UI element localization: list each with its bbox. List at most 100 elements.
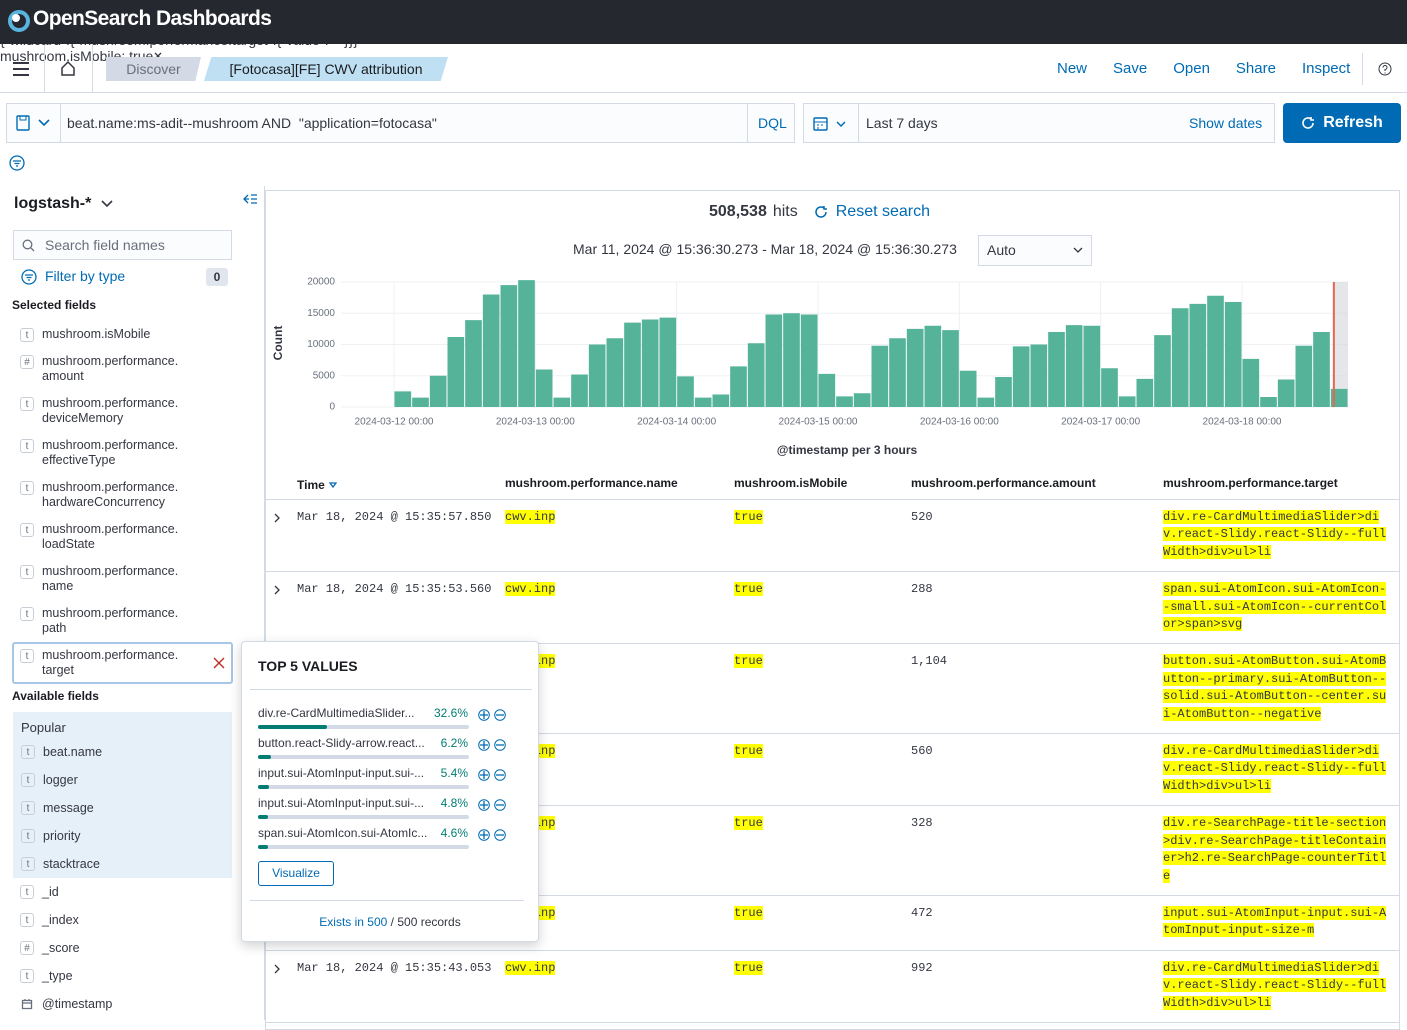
field-item[interactable]: t mushroom.performance. loadState	[12, 516, 233, 558]
include-value-button[interactable]	[478, 739, 490, 751]
filter-by-type[interactable]: Filter by type	[45, 268, 126, 284]
name-cell: cwv.inp	[505, 960, 734, 1012]
quick-menu-button[interactable]	[813, 116, 849, 132]
filter-menu-button[interactable]	[9, 155, 25, 171]
chevron	[101, 200, 113, 208]
popover-title: TOP 5 VALUES	[258, 658, 358, 674]
field-item[interactable]: t mushroom.performance. hardwareConcurrenc…	[12, 474, 233, 516]
include-value-button[interactable]	[478, 799, 490, 811]
include-value-button[interactable]	[478, 829, 490, 841]
field-item[interactable]: @timestamp	[12, 990, 233, 1018]
bar	[641, 319, 659, 407]
mobile-cell: true	[734, 653, 911, 723]
query-input[interactable]: beat.name:ms-adit--mushroom AND "applica…	[67, 115, 437, 131]
x-tick-label: 2024-03-15 00:00	[779, 417, 858, 428]
bar	[1012, 346, 1030, 407]
nav-action[interactable]: Share	[1235, 60, 1276, 77]
show-dates[interactable]: Show dates	[1189, 115, 1263, 131]
collapse-sidebar-button[interactable]	[242, 192, 258, 206]
field-item[interactable]: # _score	[12, 934, 233, 962]
bar	[924, 325, 942, 407]
exclude-value-button[interactable]	[494, 799, 506, 811]
include-value-button[interactable]	[478, 709, 490, 721]
visualize-button[interactable]: Visualize	[258, 861, 334, 886]
field-type-icon: t	[20, 565, 34, 579]
column-header[interactable]: mushroom.isMobile	[734, 470, 911, 499]
exclude-value-button[interactable]	[494, 829, 506, 841]
bar	[942, 330, 959, 407]
highlight: true	[734, 654, 763, 669]
bar	[1065, 325, 1083, 407]
field-item[interactable]: t _type	[12, 962, 233, 990]
divider	[250, 900, 524, 901]
value-bar	[258, 785, 270, 789]
column-header[interactable]: Time	[297, 470, 505, 499]
field-item[interactable]: t message	[13, 794, 232, 822]
field-search[interactable]: Search field names	[13, 230, 232, 260]
exclude-value-button[interactable]	[494, 769, 506, 781]
field-item[interactable]: t priority	[13, 822, 232, 850]
field-item[interactable]: t mushroom.isMobile	[12, 321, 233, 348]
remove-field-button[interactable]	[213, 657, 225, 669]
column-header[interactable]: mushroom.performance.name	[505, 470, 734, 499]
bar	[1171, 308, 1189, 407]
include-value-button-glyph	[480, 741, 488, 749]
date-range[interactable]: Last 7 days	[866, 115, 938, 131]
divider	[60, 104, 61, 142]
brand[interactable]: OpenSearch Dashboards	[33, 7, 272, 30]
field-item[interactable]: t beat.name	[13, 738, 232, 766]
include-value-button[interactable]	[478, 769, 490, 781]
value-label: button.react-Slidy-arrow.react...	[258, 736, 425, 750]
nav-action[interactable]: New	[1057, 60, 1088, 77]
nav-action[interactable]: Open	[1173, 60, 1210, 77]
column-header[interactable]: mushroom.performance.amount	[911, 470, 1163, 499]
field-item[interactable]: t _id	[12, 878, 233, 906]
index-pattern-select[interactable]: logstash-*	[14, 195, 113, 213]
field-item[interactable]: t logger	[13, 766, 232, 794]
breadcrumb[interactable]: [Fotocasa][FE] CWV attribution	[204, 57, 448, 81]
exists[interactable]: Exists in 500	[319, 915, 388, 929]
field-item[interactable]: t stacktrace	[13, 850, 232, 878]
divider	[44, 45, 45, 92]
x-axis-title: @timestamp per 3 hours	[777, 443, 918, 457]
field-type-icon: t	[21, 829, 35, 843]
bar	[818, 373, 836, 407]
field-item[interactable]: # mushroom.performance. amount	[12, 348, 233, 390]
refresh-button[interactable]: Refresh	[1283, 103, 1401, 143]
menu-button[interactable]	[12, 61, 30, 77]
field-item[interactable]: t mushroom.performance. path	[12, 600, 233, 642]
field-name: message	[43, 801, 224, 816]
language-button[interactable]: DQL	[758, 115, 787, 131]
field-item[interactable]: t mushroom.performance. name	[12, 558, 233, 600]
target-cell: div.re-CardMultimediaSlider>div.react-Sl…	[1163, 509, 1387, 561]
expand-button[interactable]	[273, 963, 281, 975]
saved-query-button[interactable]	[15, 115, 55, 131]
expand-button[interactable]	[273, 584, 281, 596]
breadcrumb[interactable]: Discover	[106, 57, 201, 81]
exclude-value-button[interactable]	[494, 709, 506, 721]
column-header[interactable]: mushroom.performance.target	[1163, 470, 1400, 499]
field-item[interactable]: t _index	[12, 906, 233, 934]
field-name-line: mushroom.performance.	[42, 354, 179, 368]
bar	[1260, 397, 1277, 407]
field-item[interactable]: t mushroom.performance. target	[12, 642, 233, 684]
field-name-line: stacktrace	[43, 856, 100, 871]
nav-action[interactable]: Inspect	[1301, 60, 1351, 77]
field-item[interactable]: t mushroom.performance. effectiveType	[12, 432, 233, 474]
nav-action[interactable]: Save	[1113, 60, 1148, 77]
calendar-icon[interactable]	[21, 998, 33, 1010]
home-button[interactable]	[60, 60, 76, 76]
field-name-line: mushroom.performance.	[42, 396, 179, 410]
reset-search[interactable]: Reset search	[835, 203, 931, 220]
interval-select[interactable]: Auto	[978, 235, 1092, 266]
bar	[889, 338, 906, 407]
field-item[interactable]: t mushroom.performance. deviceMemory	[12, 390, 233, 432]
bar	[836, 396, 853, 407]
x-tick-label: 2024-03-17 00:00	[1061, 417, 1140, 428]
help-button[interactable]	[1378, 62, 1392, 76]
expand-button[interactable]	[273, 512, 281, 524]
bar	[588, 344, 606, 407]
target-cell: div.re-CardMultimediaSlider>div.react-Sl…	[1163, 743, 1387, 795]
exclude-value-button[interactable]	[494, 739, 506, 751]
sort-icon[interactable]	[328, 481, 337, 489]
